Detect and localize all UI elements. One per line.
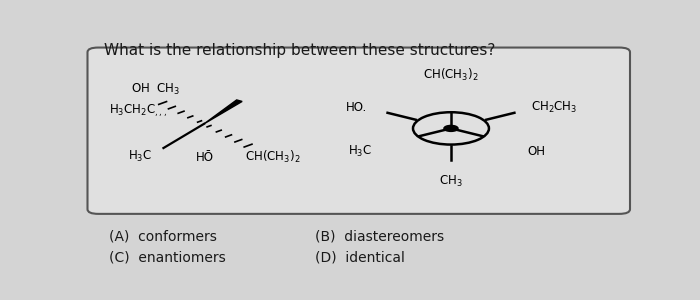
Circle shape	[444, 125, 458, 131]
Text: OH  CH$_3$: OH CH$_3$	[131, 82, 180, 97]
Text: CH$_3$: CH$_3$	[439, 173, 463, 188]
Text: H$_3$C: H$_3$C	[128, 148, 153, 164]
Text: (B)  diastereomers: (B) diastereomers	[315, 230, 444, 244]
Text: (C)  enantiomers: (C) enantiomers	[109, 251, 226, 265]
Text: HO.: HO.	[346, 101, 367, 114]
Text: H$_3$C: H$_3$C	[348, 144, 372, 159]
Text: H$_3$CH$_2$C$_{,,,}$: H$_3$CH$_2$C$_{,,,}$	[109, 103, 167, 119]
FancyBboxPatch shape	[88, 47, 630, 214]
Text: OH: OH	[527, 145, 545, 158]
Text: CH(CH$_3$)$_2$: CH(CH$_3$)$_2$	[424, 67, 479, 83]
Text: CH$_2$CH$_3$: CH$_2$CH$_3$	[531, 100, 577, 115]
Text: CH(CH$_3$)$_2$: CH(CH$_3$)$_2$	[245, 149, 300, 165]
Polygon shape	[204, 100, 242, 124]
Text: What is the relationship between these structures?: What is the relationship between these s…	[104, 43, 495, 58]
Text: (A)  conformers: (A) conformers	[109, 230, 217, 244]
Text: (D)  identical: (D) identical	[315, 251, 405, 265]
Text: HŌ: HŌ	[196, 151, 214, 164]
